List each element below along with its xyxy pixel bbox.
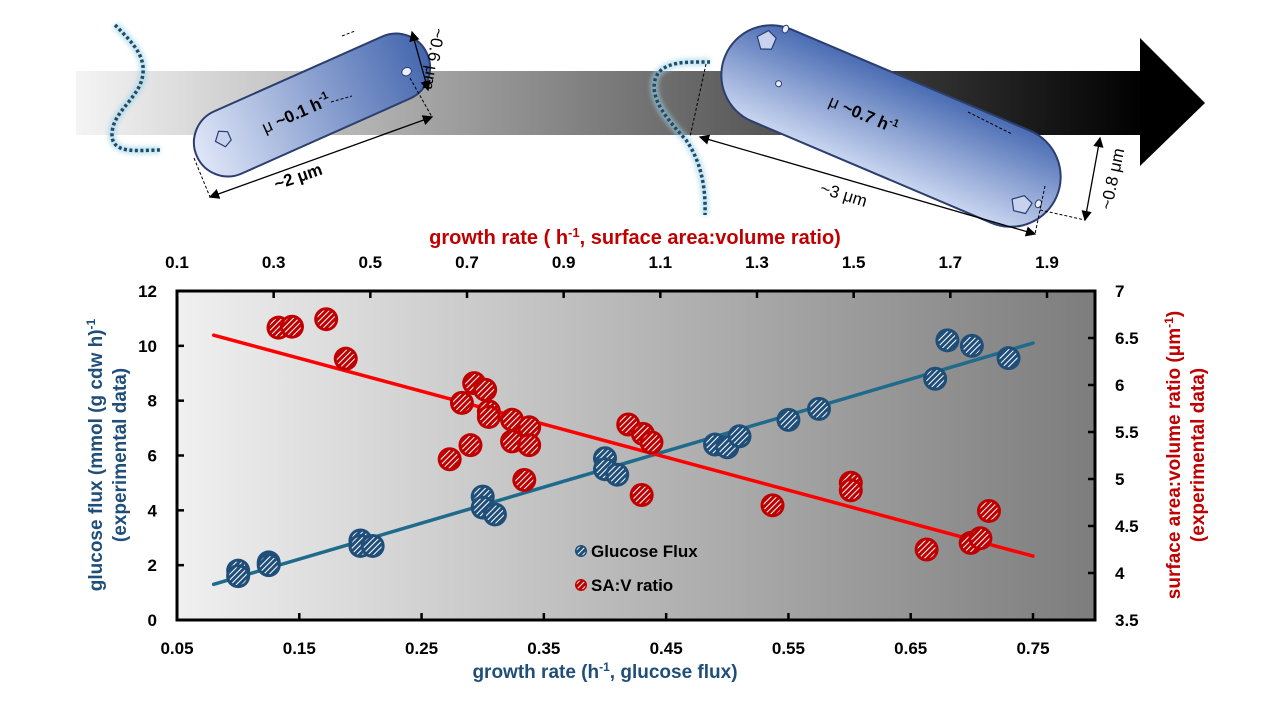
glucose-flux-point (727, 424, 752, 449)
sav-ratio-point (458, 433, 483, 458)
left-axis-title: glucose flux (mmol (g cdw h)-1 (experime… (84, 318, 131, 591)
y-tick-label: 12 (138, 282, 157, 301)
x2-tick-label: 1.9 (1035, 253, 1059, 272)
top-axis-title: growth rate ( h-1, surface area:volume r… (429, 225, 841, 249)
x2-tick-label: 0.5 (359, 253, 383, 272)
cell-large-dimensions (689, 63, 1104, 237)
cell-large-width-label: ~0.8 μm (1097, 146, 1129, 211)
sav-ratio-point (314, 307, 339, 332)
chart: 0.05 0.15 0.25 0.35 0.45 0.55 0.65 0.750.1 0.3 0.… (84, 225, 1209, 683)
sav-ratio-point (333, 346, 358, 371)
svg-text:glucose flux (mmol (g cdw h)-1: glucose flux (mmol (g cdw h)-1 (84, 318, 107, 591)
sav-ratio-point (512, 467, 537, 492)
glucose-flux-point (959, 333, 984, 358)
sav-ratio-point (517, 415, 542, 440)
y2-tick-label: 3.5 (1115, 611, 1139, 630)
sav-ratio-point (914, 537, 939, 562)
glucose-flux-point (605, 462, 630, 487)
x-tick-label: 0.35 (527, 639, 560, 658)
sav-ratio-point (639, 430, 664, 455)
glucose-flux-point (256, 553, 281, 578)
legend-label-sav-ratio: SA:V ratio (591, 576, 673, 595)
sav-ratio-point (449, 390, 474, 415)
x2-tick-label: 0.7 (455, 253, 479, 272)
x2-tick-label: 0.1 (165, 253, 189, 272)
glucose-flux-point (996, 346, 1021, 371)
sav-ratio-point (437, 447, 462, 472)
y2-tick-label: 5.5 (1115, 423, 1139, 442)
x2-tick-label: 1.7 (939, 253, 963, 272)
y-tick-label: 10 (138, 337, 157, 356)
legend-item-glucose-flux[interactable]: Glucose Flux (575, 542, 698, 561)
right-axis-title: surface area:volume ratio (μm-1) (experi… (1162, 311, 1209, 599)
x2-tick-label: 1.1 (649, 253, 673, 272)
x2-tick-label: 0.3 (262, 253, 286, 272)
glucose-flux-point (776, 407, 801, 432)
axis-ticks (177, 291, 1095, 620)
x2-tick-label: 1.5 (842, 253, 866, 272)
x-tick-label: 0.15 (283, 639, 316, 658)
x2-tick-label: 0.9 (552, 253, 576, 272)
sav-ratio-point (517, 433, 542, 458)
sav-ratio-point (279, 314, 304, 339)
glucose-flux-point (360, 533, 385, 558)
sav-ratio-point (629, 482, 654, 507)
y-tick-label: 4 (148, 501, 158, 520)
y-tick-label: 8 (148, 392, 157, 411)
y2-tick-label: 4 (1115, 564, 1125, 583)
legend: Glucose Flux SA:V ratio (575, 542, 698, 595)
svg-text:(experimental data): (experimental data) (1188, 368, 1209, 542)
sav-ratio-point (976, 498, 1001, 523)
x-tick-label: 0.05 (160, 639, 193, 658)
y2-tick-label: 6 (1115, 376, 1124, 395)
glucose-flux-point (482, 502, 507, 527)
data-points (226, 307, 1021, 589)
glucose-flux-point (807, 396, 831, 421)
legend-item-sav-ratio[interactable]: SA:V ratio (575, 576, 673, 595)
y2-tick-label: 7 (1115, 282, 1124, 301)
bottom-axis-title: growth rate (h-1, glucose flux) (472, 660, 737, 683)
x-tick-label: 0.45 (650, 639, 683, 658)
sav-ratio-point (760, 493, 785, 518)
y-tick-label: 2 (148, 556, 157, 575)
sav-ratio-point (838, 478, 863, 503)
sav-ratio-fit-line (211, 333, 1035, 558)
y2-tick-label: 6.5 (1115, 329, 1139, 348)
flagellum-small (107, 22, 161, 155)
sav-ratio-point (476, 404, 501, 429)
y-tick-label: 6 (148, 447, 157, 466)
glucose-flux-point (226, 564, 251, 589)
glucose-flux-point (923, 366, 948, 391)
cell-small-dimensions (193, 30, 434, 199)
y2-tick-label: 4.5 (1115, 517, 1139, 536)
glucose-flux-point (935, 328, 960, 353)
x-tick-label: 0.75 (1016, 639, 1049, 658)
x-tick-label: 0.55 (772, 639, 805, 658)
sav-ratio-point (473, 377, 498, 402)
x2-tick-label: 1.3 (745, 253, 769, 272)
tick-labels: 0.05 0.15 0.25 0.35 0.45 0.55 0.65 0.750.1 0.3 0.… (138, 253, 1139, 658)
y2-tick-label: 5 (1115, 470, 1124, 489)
x-tick-label: 0.25 (405, 639, 438, 658)
y-tick-label: 0 (148, 611, 157, 630)
legend-label-glucose-flux: Glucose Flux (591, 542, 698, 561)
sav-ratio-point (968, 526, 993, 551)
x-tick-label: 0.65 (894, 639, 927, 658)
svg-text:(experimental data): (experimental data) (110, 368, 131, 542)
svg-text:surface area:volume ratio (μm-: surface area:volume ratio (μm-1) (1162, 311, 1185, 599)
